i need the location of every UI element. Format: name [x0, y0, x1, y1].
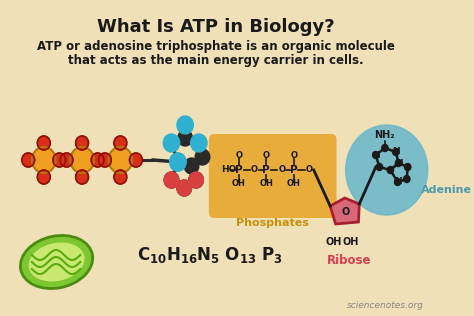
Text: OH: OH	[287, 179, 301, 189]
Circle shape	[53, 153, 66, 167]
Circle shape	[114, 170, 127, 184]
Text: $\mathdefault{C_{10}H_{16}N_5}\ \mathdefault{O_{13}}\ \mathdefault{P_3}$: $\mathdefault{C_{10}H_{16}N_5}\ \mathdef…	[137, 245, 283, 265]
Text: P: P	[290, 165, 298, 175]
Circle shape	[177, 180, 191, 196]
Circle shape	[164, 135, 179, 151]
Text: Phosphates: Phosphates	[236, 218, 309, 228]
Ellipse shape	[28, 242, 84, 282]
Circle shape	[37, 170, 50, 184]
Text: N: N	[394, 178, 401, 186]
Circle shape	[195, 149, 210, 165]
Text: Ribose: Ribose	[327, 254, 372, 267]
Circle shape	[99, 153, 111, 167]
Text: OH: OH	[342, 237, 358, 247]
Text: O: O	[236, 151, 242, 161]
Circle shape	[170, 153, 186, 171]
Circle shape	[171, 154, 185, 170]
Circle shape	[395, 160, 402, 167]
Text: N: N	[372, 150, 380, 160]
Circle shape	[392, 149, 399, 155]
Text: sciencenotes.org: sciencenotes.org	[347, 301, 424, 310]
Polygon shape	[330, 198, 359, 224]
Text: ATP or adenosine triphosphate is an organic molecule: ATP or adenosine triphosphate is an orga…	[37, 40, 395, 53]
Circle shape	[382, 144, 388, 151]
Text: P: P	[235, 165, 243, 175]
FancyBboxPatch shape	[209, 134, 337, 218]
Circle shape	[114, 136, 127, 150]
Circle shape	[164, 172, 179, 188]
Circle shape	[32, 147, 55, 173]
Text: O: O	[290, 151, 297, 161]
Text: OH: OH	[232, 179, 246, 189]
Circle shape	[404, 163, 411, 171]
Circle shape	[189, 172, 203, 188]
Circle shape	[60, 153, 73, 167]
Circle shape	[346, 125, 428, 215]
Circle shape	[184, 158, 199, 174]
Circle shape	[163, 134, 180, 152]
Circle shape	[394, 179, 401, 185]
Circle shape	[189, 172, 203, 188]
Text: that acts as the main energy carrier in cells.: that acts as the main energy carrier in …	[68, 54, 364, 67]
Text: NH₂: NH₂	[374, 130, 395, 140]
Text: OH: OH	[326, 237, 342, 247]
Text: O: O	[306, 166, 313, 174]
Circle shape	[403, 175, 410, 183]
Ellipse shape	[20, 235, 93, 289]
Circle shape	[170, 153, 186, 171]
Circle shape	[191, 135, 206, 151]
Text: What Is ATP in Biology?: What Is ATP in Biology?	[97, 18, 335, 36]
Circle shape	[177, 180, 191, 196]
Circle shape	[37, 136, 50, 150]
Circle shape	[177, 116, 193, 134]
Text: Adenine: Adenine	[421, 185, 473, 195]
Text: N: N	[395, 159, 402, 167]
Circle shape	[91, 153, 104, 167]
Circle shape	[76, 136, 89, 150]
Circle shape	[191, 134, 207, 152]
Text: O: O	[342, 207, 350, 217]
Circle shape	[70, 147, 94, 173]
Text: O: O	[251, 166, 258, 174]
Circle shape	[376, 163, 383, 171]
Text: P: P	[263, 165, 270, 175]
Circle shape	[109, 147, 132, 173]
Text: O: O	[278, 166, 285, 174]
Circle shape	[164, 172, 179, 188]
Circle shape	[373, 151, 379, 159]
Text: HO: HO	[222, 166, 237, 174]
Circle shape	[129, 153, 142, 167]
Text: OH: OH	[259, 179, 273, 189]
Circle shape	[22, 153, 35, 167]
Circle shape	[76, 170, 89, 184]
Text: N: N	[392, 148, 400, 156]
Circle shape	[387, 167, 393, 173]
Circle shape	[178, 130, 192, 146]
Text: O: O	[263, 151, 270, 161]
